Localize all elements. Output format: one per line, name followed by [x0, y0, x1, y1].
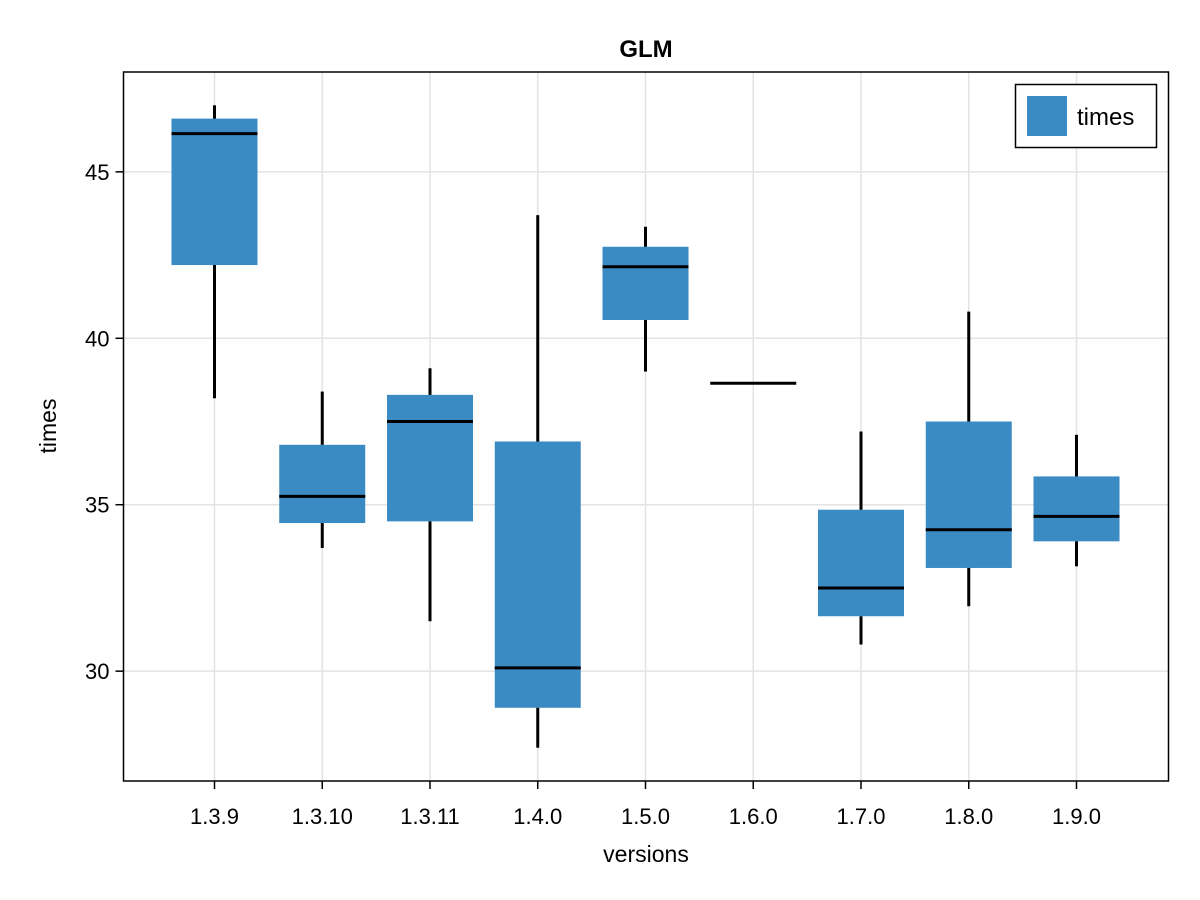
x-tick-label: 1.3.9 — [190, 804, 239, 829]
x-axis-title: versions — [603, 841, 689, 867]
y-tick-label: 45 — [85, 160, 109, 185]
legend-label: times — [1077, 104, 1134, 131]
box-body — [494, 441, 581, 708]
box-1.5.0 — [602, 226, 689, 372]
y-tick-label: 40 — [85, 326, 109, 351]
x-tick-label: 1.5.0 — [621, 804, 670, 829]
box-body — [279, 444, 366, 524]
x-tick-label: 1.4.0 — [513, 804, 562, 829]
box-1.4.0 — [494, 215, 581, 748]
y-tick-label: 30 — [85, 659, 109, 684]
y-tick-label: 35 — [85, 493, 109, 518]
box-body — [171, 118, 258, 266]
axis-ticks: 30 35 40 45 1.3.9 1.3.10 1.3.11 1.4.0 1.5.0 1.6.0… — [85, 160, 1101, 829]
x-tick-label: 1.3.10 — [292, 804, 353, 829]
box-1.3.10 — [279, 391, 366, 548]
legend: times — [1014, 83, 1158, 149]
x-tick-label: 1.3.11 — [400, 804, 460, 829]
box-1.9.0 — [1033, 434, 1120, 567]
box-series — [171, 105, 1120, 748]
legend-swatch — [1027, 96, 1067, 136]
box-body — [387, 394, 473, 522]
box-1.3.9 — [171, 105, 258, 399]
box-1.8.0 — [925, 311, 1012, 607]
x-tick-label: 1.8.0 — [944, 804, 993, 829]
box-body — [818, 509, 904, 617]
box-1.3.11 — [387, 368, 473, 622]
chart-title: GLM — [619, 36, 672, 63]
x-tick-label: 1.7.0 — [837, 804, 886, 829]
box-body — [1033, 476, 1120, 542]
y-axis-title: times — [35, 399, 61, 454]
box-body — [602, 246, 689, 320]
x-tick-label: 1.6.0 — [729, 804, 778, 829]
box-body — [925, 421, 1012, 568]
box-1.7.0 — [818, 431, 904, 645]
x-tick-label: 1.9.0 — [1052, 804, 1101, 829]
